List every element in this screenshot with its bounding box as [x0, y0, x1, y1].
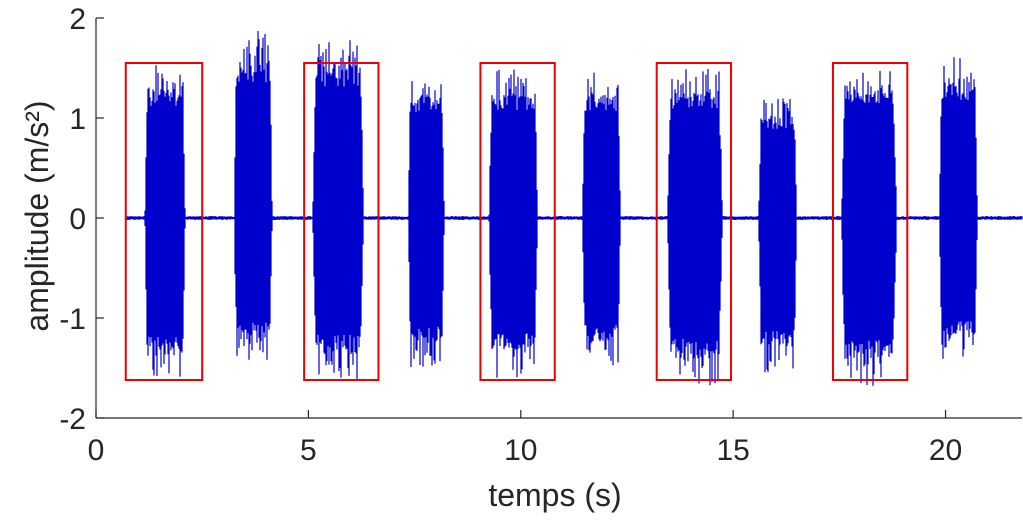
- x-tick-label-5: 5: [300, 434, 317, 467]
- x-tick-label-20: 20: [929, 434, 962, 467]
- plot-area: [124, 31, 1023, 386]
- y-axis-label: amplitude (m/s²): [19, 100, 55, 331]
- y-tick-label-2: 2: [69, 3, 86, 36]
- y-tick-label--2: -2: [59, 403, 86, 436]
- y-tick-label-0: 0: [69, 203, 86, 236]
- x-tick-label-10: 10: [504, 434, 537, 467]
- annotation-box-2: [303, 62, 380, 381]
- y-tick-label-1: 1: [69, 103, 86, 136]
- y-tick-label--1: -1: [59, 303, 86, 336]
- annotation-box-5: [831, 62, 909, 381]
- annotation-boxes: [124, 62, 909, 381]
- annotation-box-4: [655, 62, 733, 381]
- x-axis-label: temps (s): [488, 477, 621, 513]
- x-tick-label-15: 15: [716, 434, 749, 467]
- annotation-box-3: [479, 62, 556, 381]
- x-tick-label-0: 0: [88, 434, 105, 467]
- annotation-box-1: [124, 62, 204, 381]
- axes: 0 5 10 15 20 -2 -1 0 1 2: [59, 3, 1022, 467]
